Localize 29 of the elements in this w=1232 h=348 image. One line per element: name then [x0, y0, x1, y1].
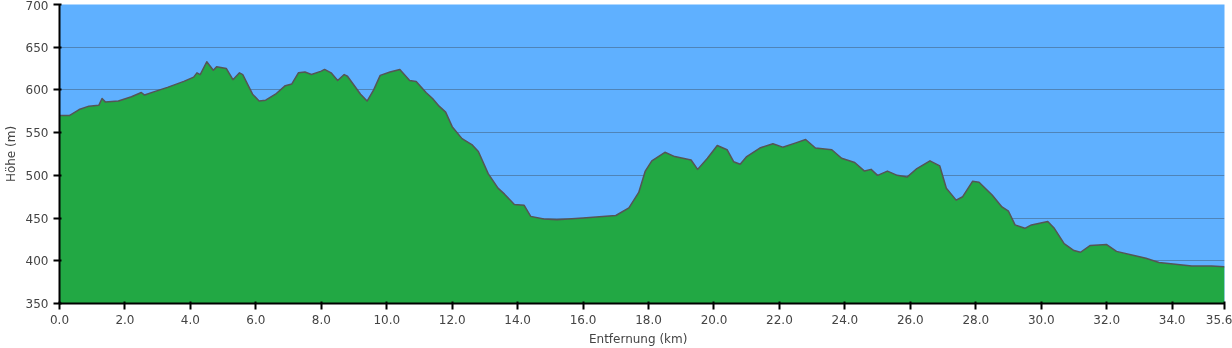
- x-tick-label: 2.0: [115, 312, 135, 327]
- y-axis-title: Höhe (m): [3, 125, 18, 183]
- x-tick-label: 30.0: [1027, 312, 1055, 327]
- y-tick-label: 500: [25, 168, 49, 183]
- x-tick-label: 26.0: [896, 312, 924, 327]
- x-tick-label: 0.0: [49, 312, 70, 327]
- x-tick-label: 6.0: [246, 312, 266, 327]
- x-tick-label: 22.0: [766, 312, 793, 327]
- y-tick-label: 600: [25, 83, 49, 98]
- y-tick-label: 450: [25, 211, 49, 226]
- y-tick-label: 350: [25, 297, 49, 311]
- x-tick-label: 16.0: [569, 312, 597, 327]
- x-tick-label: 14.0: [504, 312, 532, 327]
- y-tick-label: 650: [25, 40, 49, 55]
- y-tick-label: 400: [25, 254, 49, 269]
- x-tick-label: 18.0: [635, 312, 662, 327]
- x-tick-label: 10.0: [373, 312, 401, 327]
- y-tick-label: 550: [25, 126, 49, 141]
- y-tick-label: 700: [25, 0, 49, 13]
- x-axis-title: Entfernung (km): [588, 331, 688, 346]
- x-tick-label: 8.0: [311, 312, 331, 327]
- x-tick-label: 12.0: [438, 312, 466, 327]
- x-tick-label: 32.0: [1093, 312, 1121, 327]
- x-tick-label: 28.0: [962, 312, 990, 327]
- x-tick-label: 4.0: [180, 312, 200, 327]
- x-tick-label: 35.6: [1205, 312, 1232, 327]
- x-tick-label: 24.0: [831, 312, 859, 327]
- x-tick-label: 34.0: [1158, 312, 1186, 327]
- x-tick-label: 20.0: [700, 312, 728, 327]
